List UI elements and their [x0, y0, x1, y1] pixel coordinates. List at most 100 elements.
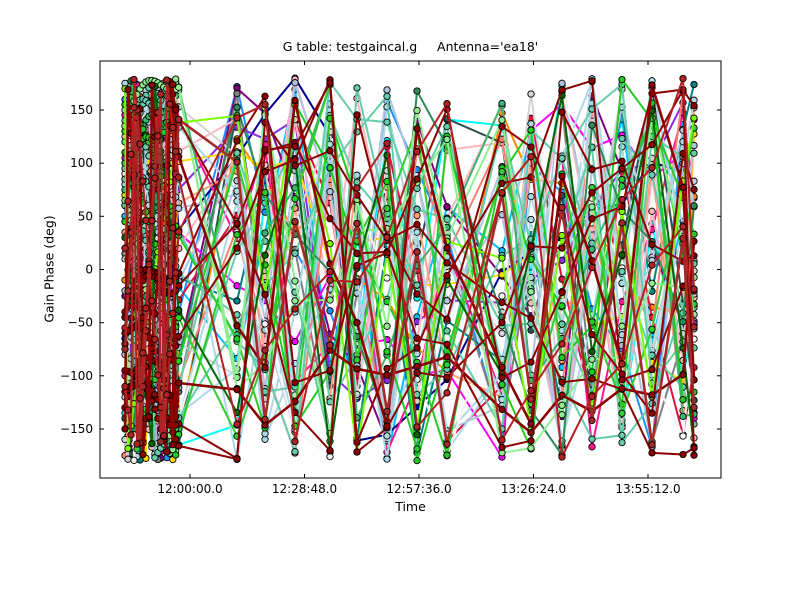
data-point-marker — [353, 261, 361, 270]
data-point-marker — [648, 171, 656, 179]
data-point-marker — [413, 125, 421, 133]
data-point-marker — [498, 374, 506, 382]
data-point-marker — [413, 228, 421, 236]
data-point-marker — [326, 215, 334, 223]
data-point-marker — [618, 409, 626, 417]
y-tick-label: 100 — [70, 156, 93, 170]
data-point-marker — [291, 437, 299, 446]
data-point-marker — [383, 364, 391, 373]
data-point-marker — [169, 441, 177, 449]
data-point-marker — [618, 164, 626, 173]
data-point-marker — [383, 118, 391, 126]
data-point-marker — [261, 92, 269, 100]
y-tick-label: 0 — [85, 263, 93, 277]
data-point-marker — [326, 446, 334, 455]
data-point-marker — [383, 139, 391, 147]
data-point-marker — [558, 302, 566, 310]
data-point-marker — [145, 413, 153, 421]
data-point-marker — [648, 325, 656, 333]
data-point-marker — [124, 444, 132, 453]
data-point-marker — [151, 335, 159, 343]
data-point-marker — [648, 207, 656, 215]
data-point-marker — [413, 205, 421, 213]
data-point-marker — [353, 365, 361, 373]
data-point-marker — [413, 281, 421, 289]
data-point-marker — [233, 455, 241, 463]
x-tick-label: 13:26:24.0 — [501, 482, 566, 496]
data-point-marker — [690, 80, 698, 89]
data-point-marker — [679, 183, 687, 192]
data-point-marker — [291, 277, 299, 285]
x-tick-label: 13:55:12.0 — [615, 482, 680, 496]
data-point-marker — [413, 248, 421, 256]
data-point-marker — [139, 450, 147, 459]
data-point-marker — [166, 277, 174, 286]
data-point-marker — [326, 276, 334, 285]
data-point-marker — [139, 177, 147, 185]
data-point-marker — [148, 81, 156, 89]
data-point-marker — [413, 175, 421, 183]
data-point-marker — [133, 440, 141, 448]
data-point-marker — [124, 287, 132, 295]
data-point-marker — [124, 406, 132, 414]
data-point-marker — [588, 189, 596, 197]
data-point-marker — [124, 455, 132, 463]
data-point-marker — [291, 305, 299, 313]
data-point-marker — [443, 315, 451, 323]
data-point-marker — [527, 288, 535, 296]
data-point-marker — [413, 362, 421, 371]
data-point-marker — [233, 322, 241, 330]
data-point-marker — [443, 244, 451, 252]
data-point-marker — [498, 380, 506, 389]
data-point-marker — [527, 143, 535, 151]
data-point-marker — [413, 456, 421, 465]
data-point-marker — [443, 271, 451, 280]
plot-title: G table: testgaincal.g Antenna='ea18' — [282, 39, 539, 54]
data-point-marker — [326, 240, 334, 248]
data-point-marker — [383, 204, 391, 213]
data-point-marker — [169, 224, 177, 232]
data-point-marker — [139, 349, 147, 357]
data-point-marker — [413, 220, 421, 229]
data-point-marker — [618, 384, 626, 393]
data-point-marker — [233, 114, 241, 122]
data-point-marker — [498, 254, 506, 262]
y-tick-label: 150 — [70, 103, 93, 117]
data-point-marker — [154, 371, 162, 379]
x-axis-label: Time — [395, 499, 426, 514]
data-point-marker — [163, 448, 171, 456]
data-point-marker — [233, 385, 241, 394]
data-point-marker — [163, 76, 171, 84]
data-point-marker — [527, 90, 535, 98]
data-point-marker — [618, 219, 626, 227]
data-point-marker — [233, 103, 241, 111]
data-point-marker — [353, 319, 361, 327]
y-tick-label: 50 — [78, 209, 93, 223]
data-point-marker — [261, 291, 269, 299]
data-point-marker — [558, 401, 566, 409]
data-point-marker — [498, 405, 506, 414]
data-point-marker — [690, 285, 698, 293]
data-point-marker — [679, 432, 687, 440]
data-point-marker — [383, 249, 391, 257]
data-point-marker — [413, 211, 421, 220]
data-point-marker — [157, 90, 165, 98]
data-point-marker — [648, 279, 656, 287]
data-point-marker — [353, 84, 361, 92]
data-point-marker — [588, 203, 596, 211]
data-point-marker — [130, 75, 138, 84]
data-point-marker — [326, 188, 334, 196]
data-point-marker — [558, 378, 566, 386]
data-point-marker — [127, 150, 135, 158]
data-point-marker — [618, 438, 626, 447]
y-tick-label: −50 — [68, 316, 93, 330]
data-point-marker — [148, 297, 156, 305]
data-point-marker — [588, 77, 596, 85]
data-point-marker — [383, 455, 391, 463]
data-point-marker — [527, 437, 535, 445]
data-point-marker — [443, 203, 451, 211]
data-point-marker — [690, 403, 698, 412]
data-point-marker — [498, 167, 506, 176]
data-point-marker — [588, 355, 596, 363]
